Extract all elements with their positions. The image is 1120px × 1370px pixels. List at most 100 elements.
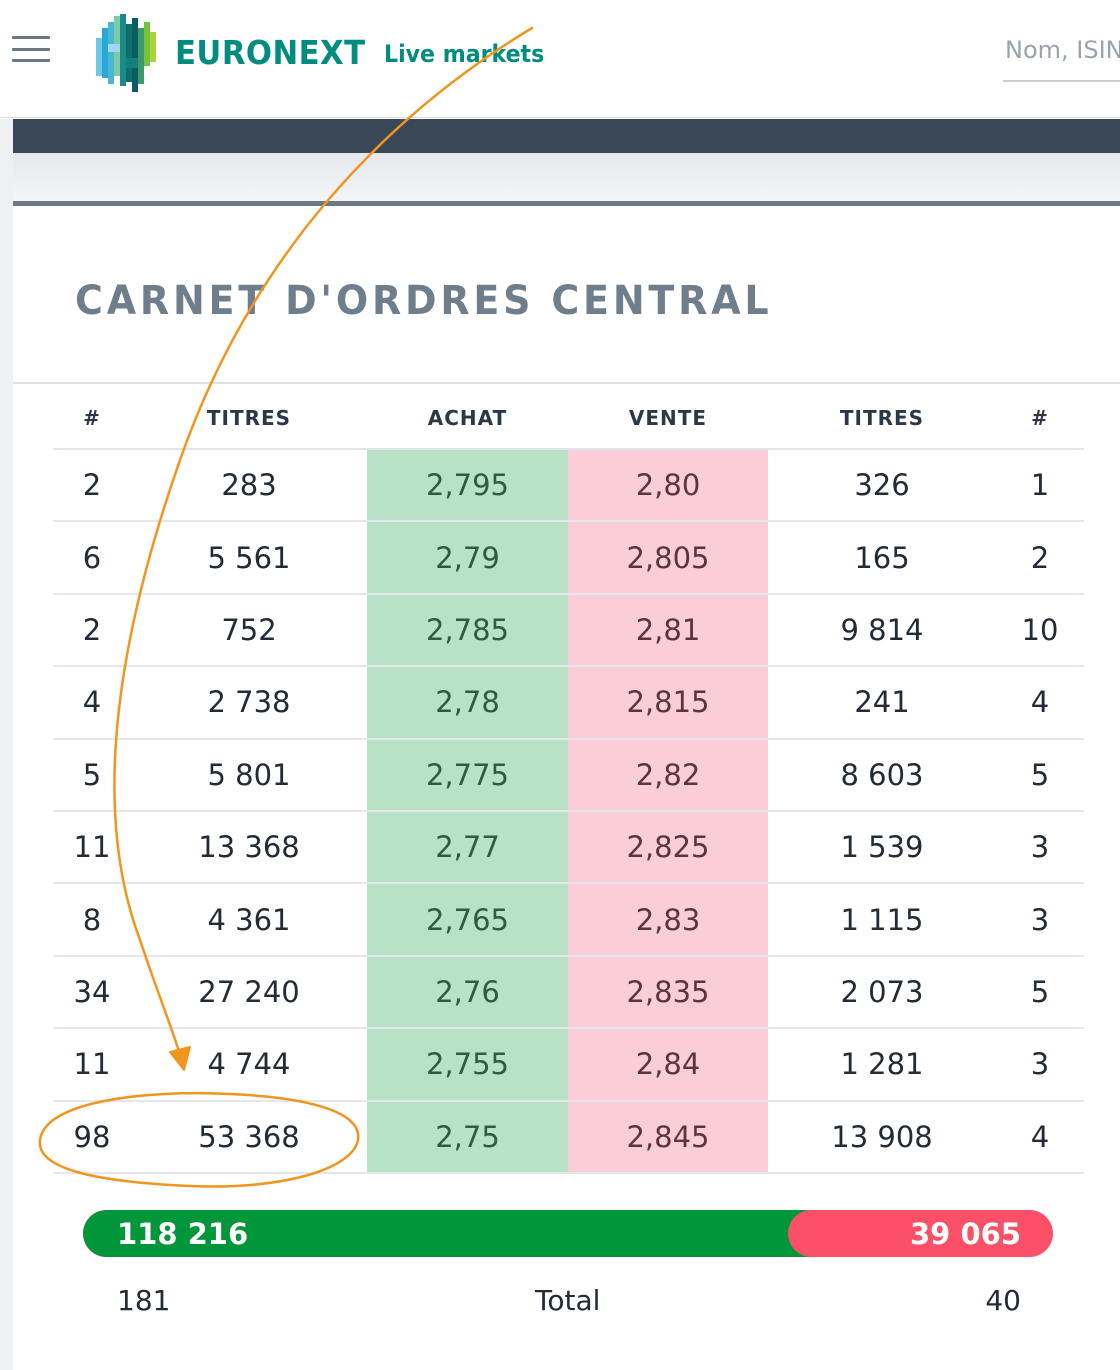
table-header: # TITRES ACHAT VENTE TITRES # [53, 388, 1084, 450]
table-row: 4 2 738 2,78 2,815 241 4 [53, 667, 1084, 740]
sell-orders-cell: 10 [1021, 612, 1059, 647]
order-book-panel: CARNET D'ORDRES CENTRAL # TITRES ACHAT V… [13, 201, 1120, 1370]
total-label: Total [535, 1284, 601, 1317]
buy-quantity-cell: 13 368 [198, 830, 300, 865]
sell-quantity-cell: 326 [854, 468, 910, 503]
title-divider [13, 382, 1120, 384]
col-header-ask: VENTE [628, 406, 708, 430]
bid-price-cell: 2,785 [367, 594, 568, 666]
table-row: 2 752 2,785 2,81 9 814 10 [53, 594, 1084, 668]
ask-price-cell: 2,81 [568, 594, 768, 666]
col-header-sell-orders: # [1031, 406, 1049, 430]
bid-price-cell: 2,775 [367, 739, 568, 810]
buy-quantity-cell: 5 561 [207, 540, 291, 575]
sell-quantity-cell: 1 281 [840, 1047, 924, 1082]
sell-quantity-cell: 9 814 [840, 612, 924, 647]
buy-quantity-cell: 4 361 [207, 902, 291, 937]
sell-quantity-cell: 165 [854, 540, 910, 575]
panel-title: CARNET D'ORDRES CENTRAL [75, 278, 773, 324]
buy-quantity-cell: 27 240 [198, 974, 300, 1009]
buy-volume-segment: 118 216 [83, 1210, 837, 1257]
buy-volume-total: 118 216 [117, 1216, 249, 1251]
ask-price-cell: 2,815 [568, 667, 768, 738]
ask-price-cell: 2,84 [568, 1029, 768, 1100]
buy-quantity-cell: 4 744 [207, 1047, 291, 1082]
buy-orders-cell: 2 [82, 468, 102, 503]
sell-orders-cell: 4 [1030, 1119, 1050, 1154]
brand-name[interactable]: EURONEXT [175, 33, 366, 72]
sell-orders-cell: 5 [1030, 974, 1050, 1009]
buy-quantity-cell: 2 738 [207, 685, 291, 720]
col-header-sell-quantity: TITRES [839, 406, 925, 430]
ask-price-cell: 2,835 [568, 956, 768, 1028]
sell-volume-segment: 39 065 [812, 1210, 1053, 1257]
bid-price-cell: 2,76 [367, 956, 568, 1028]
buy-sell-volume-bar: 118 216 39 065 [83, 1210, 1053, 1257]
euronext-logo-icon[interactable] [96, 14, 160, 92]
sell-orders-cell: 1 [1030, 468, 1050, 503]
bid-price-cell: 2,79 [367, 522, 568, 593]
ask-price-cell: 2,80 [568, 450, 768, 521]
sell-orders-cell: 3 [1030, 902, 1050, 937]
sell-orders-cell: 5 [1030, 757, 1050, 792]
bid-price-cell: 2,78 [367, 667, 568, 738]
buy-quantity-cell: 283 [221, 468, 277, 503]
table-row: 11 13 368 2,77 2,825 1 539 3 [53, 811, 1084, 885]
bid-price-cell: 2,77 [367, 811, 568, 883]
buy-orders-cell: 11 [73, 1047, 111, 1082]
ask-price-cell: 2,845 [568, 1101, 768, 1172]
bid-price-cell: 2,765 [367, 884, 568, 955]
buy-quantity-cell: 53 368 [198, 1119, 300, 1154]
bid-price-cell: 2,795 [367, 450, 568, 521]
order-book-table: # TITRES ACHAT VENTE TITRES # 2 283 2,79… [53, 388, 1084, 1174]
table-row: 98 53 368 2,75 2,845 13 908 4 [53, 1101, 1084, 1174]
hamburger-menu-icon[interactable] [12, 36, 50, 62]
search-input[interactable] [1003, 22, 1120, 78]
sub-navigation-band [13, 153, 1120, 201]
buy-orders-cell: 5 [82, 757, 102, 792]
search-field[interactable] [1003, 22, 1120, 82]
buy-orders-cell: 4 [82, 685, 102, 720]
table-row: 8 4 361 2,765 2,83 1 115 3 [53, 884, 1084, 957]
col-header-buy-quantity: TITRES [206, 406, 292, 430]
ask-price-cell: 2,82 [568, 739, 768, 810]
sell-quantity-cell: 1 115 [840, 902, 924, 937]
bid-price-cell: 2,75 [367, 1101, 568, 1172]
table-row: 2 283 2,795 2,80 326 1 [53, 450, 1084, 523]
sell-quantity-cell: 1 539 [840, 830, 924, 865]
left-gutter [0, 119, 13, 1370]
sell-orders-cell: 3 [1030, 830, 1050, 865]
sell-quantity-cell: 13 908 [831, 1119, 933, 1154]
sell-quantity-cell: 8 603 [840, 757, 924, 792]
bid-price-cell: 2,755 [367, 1029, 568, 1100]
buy-quantity-cell: 752 [221, 612, 277, 647]
table-row: 34 27 240 2,76 2,835 2 073 5 [53, 956, 1084, 1030]
sell-quantity-cell: 241 [854, 685, 910, 720]
col-header-bid: ACHAT [427, 406, 508, 430]
ask-price-cell: 2,825 [568, 811, 768, 883]
table-row: 6 5 561 2,79 2,805 165 2 [53, 522, 1084, 595]
buy-orders-cell: 2 [82, 612, 102, 647]
top-bar: EURONEXT Live markets [0, 0, 1120, 118]
buy-orders-cell: 34 [73, 974, 111, 1009]
sell-volume-total: 39 065 [910, 1216, 1021, 1251]
buy-quantity-cell: 5 801 [207, 757, 291, 792]
navigation-band [13, 119, 1120, 153]
sell-orders-total: 40 [985, 1284, 1021, 1317]
tagline-link[interactable]: Live markets [384, 40, 545, 68]
buy-orders-cell: 11 [73, 830, 111, 865]
totals-row: 181 Total 40 [83, 1280, 1053, 1324]
buy-orders-cell: 6 [82, 540, 102, 575]
table-row: 11 4 744 2,755 2,84 1 281 3 [53, 1029, 1084, 1102]
sell-orders-cell: 3 [1030, 1047, 1050, 1082]
table-row: 5 5 801 2,775 2,82 8 603 5 [53, 739, 1084, 812]
buy-orders-total: 181 [117, 1284, 171, 1317]
sell-quantity-cell: 2 073 [840, 974, 924, 1009]
ask-price-cell: 2,83 [568, 884, 768, 955]
sell-orders-cell: 2 [1030, 540, 1050, 575]
buy-orders-cell: 98 [73, 1119, 111, 1154]
col-header-buy-orders: # [83, 406, 101, 430]
ask-price-cell: 2,805 [568, 522, 768, 593]
buy-orders-cell: 8 [82, 902, 102, 937]
sell-orders-cell: 4 [1030, 685, 1050, 720]
